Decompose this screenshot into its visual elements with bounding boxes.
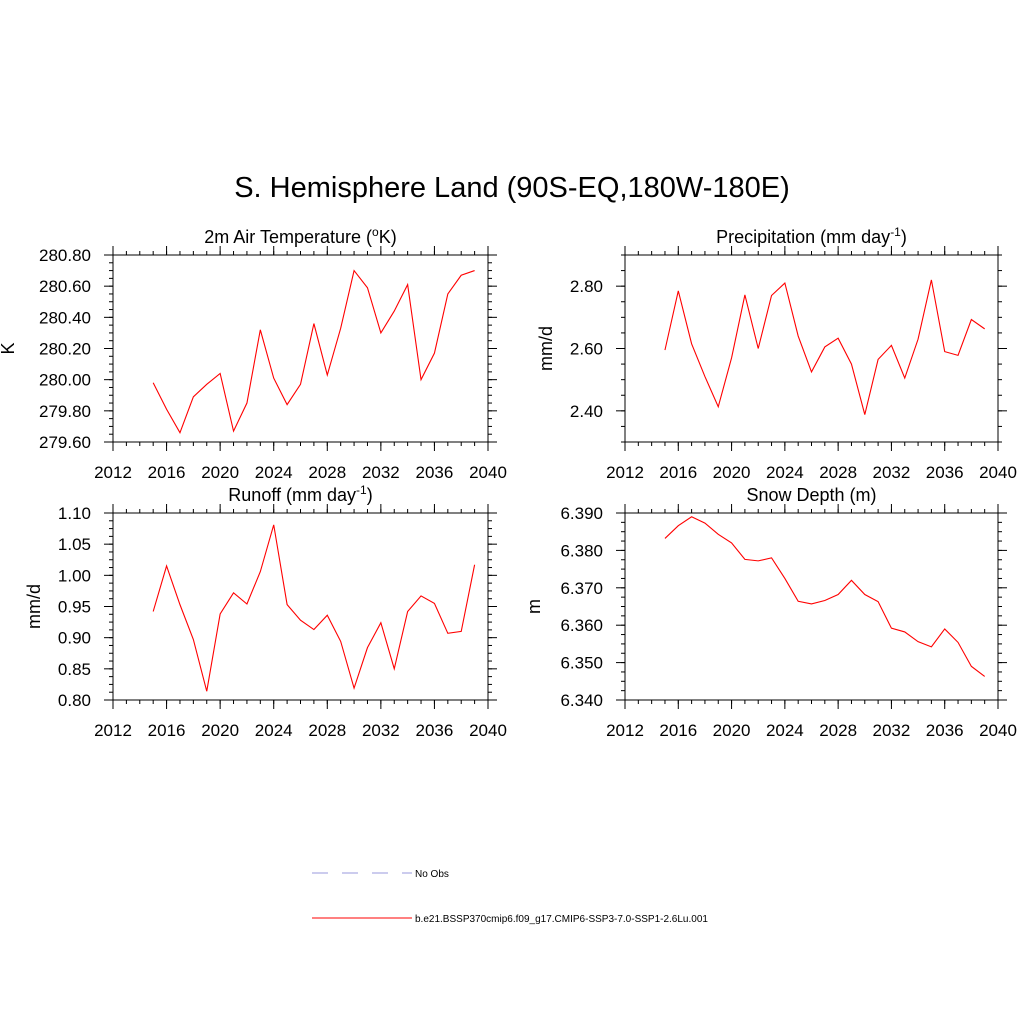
y-tick-label: 6.390 [560, 504, 603, 523]
y-tick-label: 2.40 [570, 402, 603, 421]
plot-frame [624, 512, 999, 701]
x-tick-label: 2016 [659, 721, 697, 740]
x-tick-label: 2024 [255, 721, 293, 740]
panel-title-part: -1 [890, 225, 901, 239]
x-tick-label: 2020 [201, 721, 239, 740]
panel-title: Snow Depth (m) [746, 485, 876, 505]
legend-label: b.e21.BSSP370cmip6.f09_g17.CMIP6-SSP3-7.… [415, 914, 708, 925]
x-tick-label: 2036 [926, 463, 964, 482]
x-tick-label: 2028 [308, 721, 346, 740]
legend-label: No Obs [415, 869, 449, 880]
x-tick-label: 2032 [873, 463, 911, 482]
y-tick-label: 280.20 [39, 340, 91, 359]
chart-panel-runoff: 2012 2016 2020 2024 2028 2032 2036 2040 0.80 0.85… [24, 483, 507, 740]
panel-title-part: ) [367, 485, 373, 505]
x-tick-label: 2036 [926, 721, 964, 740]
panel-title: Precipitation (mm day-1) [716, 225, 907, 247]
y-axis-label: mm/d [536, 326, 556, 371]
y-tick-label: 0.95 [58, 598, 91, 617]
x-tick-label: 2040 [469, 463, 507, 482]
panel-title-part: Snow Depth (m) [746, 485, 876, 505]
y-tick-label: 0.80 [58, 691, 91, 710]
panel-title-part: Precipitation (mm day [716, 227, 890, 247]
y-tick-label: 1.00 [58, 566, 91, 585]
y-tick-label: 6.380 [560, 541, 603, 560]
y-tick-label: 6.340 [560, 691, 603, 710]
panel-title: Runoff (mm day-1) [228, 483, 372, 505]
panel-title-part: -1 [356, 483, 367, 497]
y-axis-label: mm/d [24, 584, 44, 629]
panel-title-part: 2m Air Temperature ( [204, 227, 372, 247]
x-tick-label: 2016 [659, 463, 697, 482]
x-tick-label: 2028 [308, 463, 346, 482]
x-tick-label: 2032 [362, 721, 400, 740]
x-tick-label: 2012 [94, 721, 132, 740]
panel-title-part: ) [901, 227, 907, 247]
y-tick-label: 280.80 [39, 246, 91, 265]
chart-panel-temp: 2012 2016 2020 2024 2028 2032 2036 2040 279.60 27… [0, 225, 507, 482]
series-line [152, 269, 475, 434]
x-tick-label: 2020 [713, 463, 751, 482]
panel-title-part: o [372, 225, 379, 239]
chart-panel-snow: 2012 2016 2020 2024 2028 2032 2036 2040 6.340 6.3… [524, 485, 1017, 740]
series-line [664, 279, 985, 415]
y-tick-label: 2.60 [570, 340, 603, 359]
x-tick-label: 2024 [766, 463, 804, 482]
y-axis-label: m [524, 599, 544, 614]
y-tick-label: 1.05 [58, 535, 91, 554]
x-tick-label: 2032 [873, 721, 911, 740]
y-tick-label: 279.60 [39, 433, 91, 452]
figure-title: S. Hemisphere Land (90S-EQ,180W-180E) [234, 172, 790, 204]
x-tick-label: 2012 [606, 463, 644, 482]
x-tick-label: 2016 [148, 463, 186, 482]
x-tick-label: 2032 [362, 463, 400, 482]
y-tick-label: 1.10 [58, 504, 91, 523]
y-tick-label: 0.85 [58, 660, 91, 679]
x-tick-label: 2036 [416, 463, 454, 482]
x-tick-label: 2024 [766, 721, 804, 740]
panel-title: 2m Air Temperature (oK) [204, 225, 396, 247]
y-tick-label: 2.80 [570, 277, 603, 296]
x-tick-label: 2028 [819, 463, 857, 482]
legend: No Obs b.e21.BSSP370cmip6.f09_g17.CMIP6-S… [312, 869, 708, 925]
panel-title-part: Runoff (mm day [228, 485, 356, 505]
x-tick-label: 2040 [979, 721, 1017, 740]
y-tick-label: 280.40 [39, 308, 91, 327]
chart-panel-precip: 2012 2016 2020 2024 2028 2032 2036 2040 2.40 2.60… [536, 225, 1017, 482]
y-tick-label: 6.370 [560, 579, 603, 598]
x-tick-label: 2016 [148, 721, 186, 740]
y-tick-label: 279.80 [39, 402, 91, 421]
series-line [152, 524, 476, 692]
x-tick-label: 2040 [979, 463, 1017, 482]
y-axis-label: K [0, 342, 18, 354]
y-tick-label: 0.90 [58, 629, 91, 648]
y-tick-label: 6.350 [560, 654, 603, 673]
y-tick-label: 6.360 [560, 616, 603, 635]
y-tick-label: 280.60 [39, 277, 91, 296]
x-tick-label: 2012 [606, 721, 644, 740]
x-tick-label: 2036 [416, 721, 454, 740]
series-line [664, 516, 986, 677]
y-tick-label: 280.00 [39, 371, 91, 390]
x-tick-label: 2028 [819, 721, 857, 740]
plot-frame [112, 512, 489, 701]
x-tick-label: 2040 [469, 721, 507, 740]
x-tick-label: 2020 [713, 721, 751, 740]
x-tick-label: 2012 [94, 463, 132, 482]
x-tick-label: 2024 [255, 463, 293, 482]
x-tick-label: 2020 [201, 463, 239, 482]
plot-frame [624, 254, 999, 443]
panel-title-part: K) [379, 227, 397, 247]
